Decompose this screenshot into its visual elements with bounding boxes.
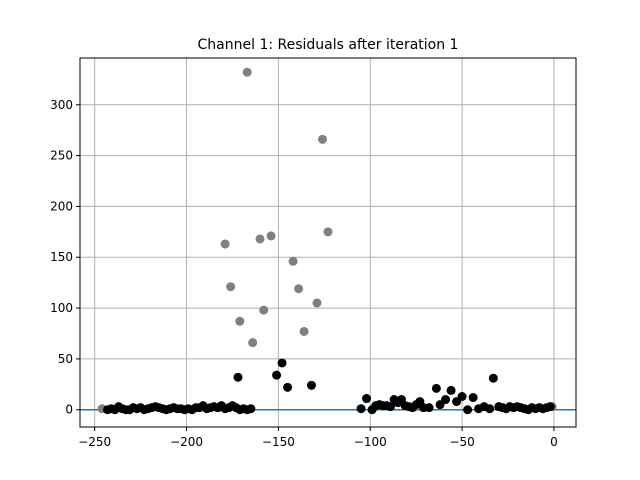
data-point — [242, 67, 252, 77]
x-tick-label: −150 — [262, 435, 295, 449]
data-point — [356, 404, 366, 414]
y-axis: 0 50 100 150 200 250 300 — [50, 98, 80, 417]
data-point — [299, 326, 309, 336]
x-tick-label: 0 — [550, 435, 558, 449]
chart-title: Channel 1: Residuals after iteration 1 — [198, 37, 459, 53]
x-axis: −250 −200 −150 −100 −50 0 — [78, 427, 558, 449]
data-point — [277, 358, 287, 368]
x-tick-label: −200 — [170, 435, 203, 449]
data-point — [248, 338, 258, 348]
data-point — [312, 298, 322, 308]
data-point — [468, 393, 478, 403]
data-point — [283, 382, 293, 392]
data-point — [235, 316, 245, 326]
data-point — [226, 282, 236, 292]
grid — [80, 58, 576, 427]
data-point — [266, 231, 276, 241]
data-point — [272, 370, 282, 380]
data-point — [457, 392, 467, 402]
data-point — [255, 234, 265, 244]
data-point — [446, 385, 456, 395]
x-tick-label: −100 — [354, 435, 387, 449]
y-tick-label: 100 — [50, 301, 73, 315]
data-point — [294, 284, 304, 294]
y-tick-label: 50 — [58, 352, 73, 366]
y-tick-label: 300 — [50, 98, 73, 112]
data-point — [317, 134, 327, 144]
data-point — [441, 395, 451, 405]
data-point — [424, 403, 434, 413]
data-point — [488, 373, 498, 383]
data-point — [545, 402, 555, 412]
data-point — [259, 305, 269, 315]
data-point — [362, 394, 372, 404]
y-tick-label: 150 — [50, 250, 73, 264]
data-points — [97, 67, 557, 415]
x-tick-label: −250 — [78, 435, 111, 449]
data-point — [463, 405, 473, 415]
x-tick-label: −50 — [449, 435, 474, 449]
data-point — [306, 380, 316, 390]
data-point — [246, 404, 256, 414]
data-point — [233, 372, 243, 382]
data-point — [431, 383, 441, 393]
y-tick-label: 200 — [50, 199, 73, 213]
data-point — [485, 404, 495, 414]
data-point — [288, 256, 298, 266]
data-point — [385, 402, 395, 412]
data-point — [323, 227, 333, 237]
y-tick-label: 250 — [50, 149, 73, 163]
data-point — [220, 239, 230, 249]
plot-frame — [79, 57, 577, 428]
y-tick-label: 0 — [65, 403, 73, 417]
